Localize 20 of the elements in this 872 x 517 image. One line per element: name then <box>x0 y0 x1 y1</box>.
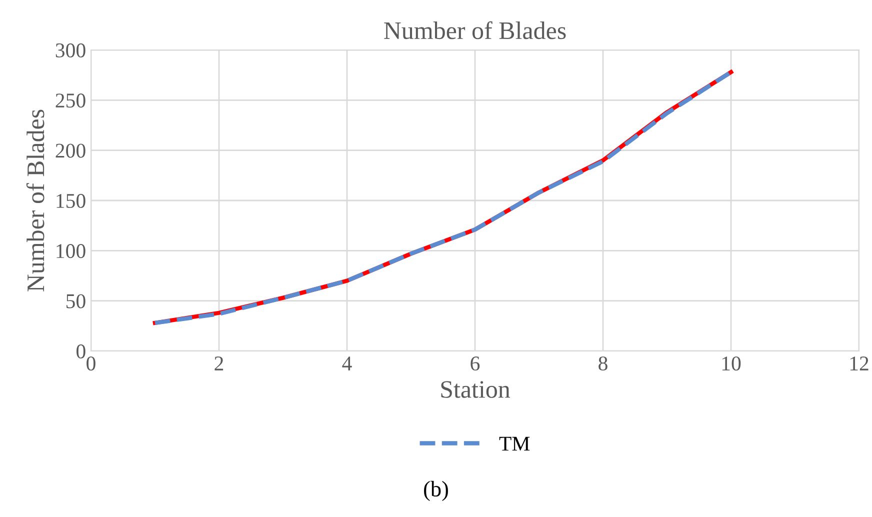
y-tick-label: 200 <box>56 144 86 158</box>
x-tick-label: 12 <box>850 356 868 370</box>
x-tick-label: 10 <box>722 356 741 371</box>
y-tick-label: 0 <box>76 344 86 358</box>
chart-title: Number of Blades <box>384 21 566 40</box>
x-tick-label: 6 <box>470 356 480 371</box>
y-tick-label: 300 <box>56 43 86 58</box>
text: (b) <box>424 480 448 502</box>
x-tick-label: 4 <box>342 356 352 370</box>
y-tick-label: 100 <box>56 244 86 258</box>
y-tick-label: 250 <box>56 94 86 108</box>
x-axis-title: Station <box>441 381 510 398</box>
x-tick-label: 2 <box>214 356 224 370</box>
legend-label: TM <box>499 436 530 451</box>
y-tick-label: 150 <box>56 194 86 208</box>
x-tick-label: 0 <box>86 356 96 371</box>
y-axis-title: Number of Blades <box>26 110 44 292</box>
line-series <box>152 70 734 325</box>
x-tick-label: 8 <box>598 356 608 371</box>
y-tick-label: 50 <box>66 294 86 308</box>
